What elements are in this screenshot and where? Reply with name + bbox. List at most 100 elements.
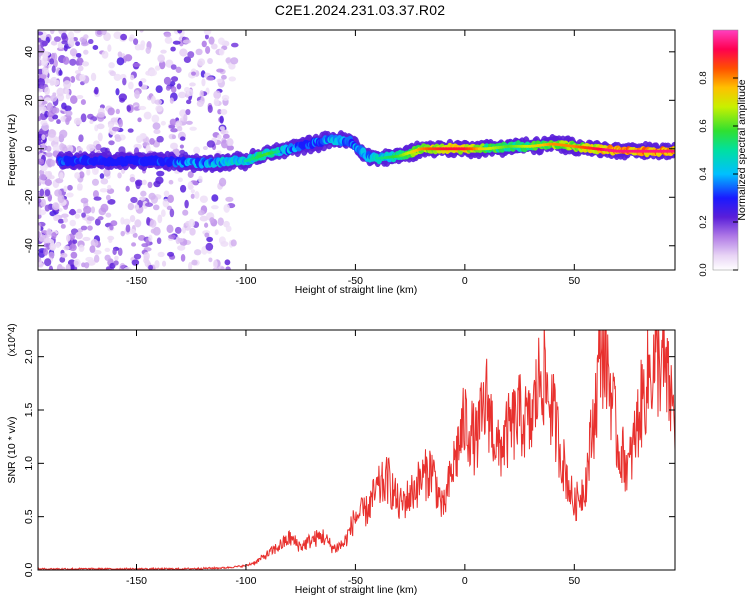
noise-speckle — [90, 72, 97, 82]
noise-speckle — [217, 265, 225, 270]
noise-speckle — [157, 251, 165, 258]
noise-speckle — [133, 253, 142, 260]
noise-speckle — [60, 252, 68, 258]
noise-speckle — [46, 228, 52, 238]
ridge-core — [275, 149, 281, 153]
noise-speckle — [167, 251, 175, 257]
noise-speckle — [44, 204, 50, 212]
noise-speckle — [211, 194, 219, 202]
noise-speckle — [217, 37, 225, 45]
noise-speckle — [140, 190, 147, 197]
noise-speckle — [179, 144, 184, 149]
noise-speckle — [73, 117, 82, 125]
noise-speckle — [139, 30, 144, 33]
noise-speckle — [96, 30, 103, 35]
noise-speckle — [97, 132, 103, 142]
noise-speckle — [51, 232, 57, 240]
noise-speckle — [225, 266, 231, 270]
noise-speckle — [81, 212, 86, 218]
noise-speckle — [74, 172, 81, 179]
noise-speckle — [148, 264, 154, 270]
noise-speckle — [183, 56, 192, 63]
noise-speckle — [125, 185, 130, 192]
snr-y-tick-label: 0.0 — [23, 563, 35, 578]
noise-speckle — [59, 172, 64, 180]
noise-speckle — [193, 249, 202, 256]
noise-speckle — [219, 115, 224, 124]
noise-speckle — [199, 215, 208, 222]
noise-speckle — [182, 209, 189, 216]
noise-speckle — [39, 174, 47, 181]
noise-speckle — [90, 206, 96, 214]
noise-speckle — [51, 202, 60, 211]
snr-y-scale-label: (x10^4) — [7, 323, 18, 356]
noise-speckle — [155, 176, 164, 185]
noise-speckle — [156, 170, 165, 177]
noise-speckle — [163, 190, 170, 197]
noise-speckle — [107, 235, 115, 241]
noise-speckle — [197, 210, 205, 216]
noise-speckle — [110, 117, 118, 123]
noise-speckle — [134, 219, 142, 228]
noise-speckle — [56, 119, 61, 125]
noise-speckle — [99, 188, 108, 193]
noise-speckle — [86, 168, 91, 176]
noise-speckle — [43, 78, 52, 84]
noise-speckle — [214, 229, 219, 236]
noise-speckle — [177, 237, 184, 243]
noise-speckle — [73, 258, 81, 268]
noise-speckle — [228, 76, 237, 82]
noise-speckle — [38, 88, 44, 93]
noise-speckle — [148, 234, 153, 242]
noise-speckle — [205, 46, 211, 54]
noise-speckle — [133, 38, 139, 45]
noise-speckle — [52, 107, 60, 114]
noise-speckle — [69, 37, 75, 46]
noise-speckle — [105, 194, 111, 201]
noise-speckle — [44, 189, 51, 197]
noise-speckle — [42, 51, 49, 59]
noise-speckle — [170, 142, 179, 150]
spectrogram-x-tick-label: 0 — [462, 275, 468, 287]
noise-speckle — [109, 70, 116, 76]
noise-speckle — [134, 44, 142, 51]
noise-speckle — [177, 126, 183, 132]
noise-speckle — [49, 58, 55, 65]
spectrogram-y-label: Frequency (Hz) — [6, 114, 18, 186]
noise-speckle — [225, 196, 234, 202]
noise-speckle — [51, 65, 56, 73]
noise-speckle — [65, 263, 71, 270]
noise-speckle — [204, 222, 209, 228]
noise-speckle — [73, 30, 82, 34]
noise-speckle — [207, 57, 213, 65]
noise-speckle — [199, 195, 208, 204]
noise-speckle — [38, 198, 42, 204]
noise-speckle — [221, 94, 230, 101]
noise-speckle — [38, 115, 42, 122]
noise-speckle — [108, 140, 115, 146]
noise-speckle — [96, 112, 106, 118]
noise-speckle — [185, 120, 193, 125]
noise-speckle — [220, 108, 228, 115]
noise-speckle — [154, 65, 161, 71]
noise-speckle — [45, 152, 53, 158]
noise-speckle — [170, 86, 177, 93]
noise-speckle — [137, 117, 142, 123]
noise-speckle — [70, 76, 76, 83]
colorbar-tick-label: 0.0 — [698, 263, 709, 276]
noise-speckle — [57, 218, 65, 224]
noise-speckle — [44, 86, 50, 96]
noise-speckle — [170, 76, 179, 82]
noise-speckle — [189, 82, 196, 87]
noise-speckle — [59, 266, 66, 270]
noise-speckle — [179, 48, 188, 57]
snr-x-tick-label: -100 — [235, 575, 256, 587]
noise-speckle — [38, 139, 42, 146]
noise-speckle — [127, 128, 134, 133]
noise-speckle — [39, 35, 47, 42]
noise-speckle — [193, 146, 201, 155]
noise-speckle — [156, 135, 164, 143]
noise-speckle — [104, 247, 111, 253]
noise-speckle — [220, 241, 229, 247]
noise-speckle — [69, 48, 78, 57]
